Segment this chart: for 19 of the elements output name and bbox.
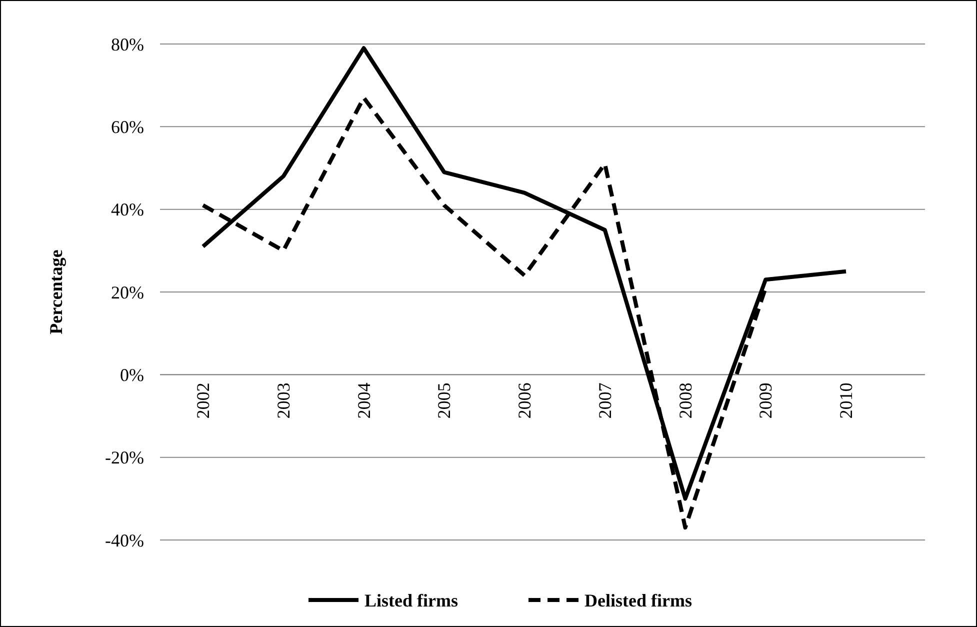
x-tick-label: 2006 xyxy=(514,382,534,419)
y-tick-label: 0% xyxy=(120,364,144,385)
y-tick-label: -40% xyxy=(105,530,144,550)
x-tick-label: 2007 xyxy=(594,382,615,419)
x-tick-label: 2005 xyxy=(434,382,454,419)
legend-label: Delisted firms xyxy=(584,590,692,610)
x-tick-label: 2003 xyxy=(273,382,294,419)
x-tick-label: 2002 xyxy=(193,382,213,419)
x-tick-label: 2004 xyxy=(354,382,374,419)
x-tick-label: 2010 xyxy=(836,382,856,419)
y-tick-label: 20% xyxy=(111,282,144,302)
y-tick-label: 80% xyxy=(111,34,144,54)
legend-label: Listed firms xyxy=(364,590,458,610)
y-tick-label: -20% xyxy=(105,448,144,468)
y-axis-title: Percentage xyxy=(46,250,66,334)
x-tick-label: 2009 xyxy=(756,382,776,419)
x-tick-label: 2008 xyxy=(675,382,696,419)
y-tick-label: 40% xyxy=(111,200,144,220)
y-tick-label: 60% xyxy=(111,116,144,137)
